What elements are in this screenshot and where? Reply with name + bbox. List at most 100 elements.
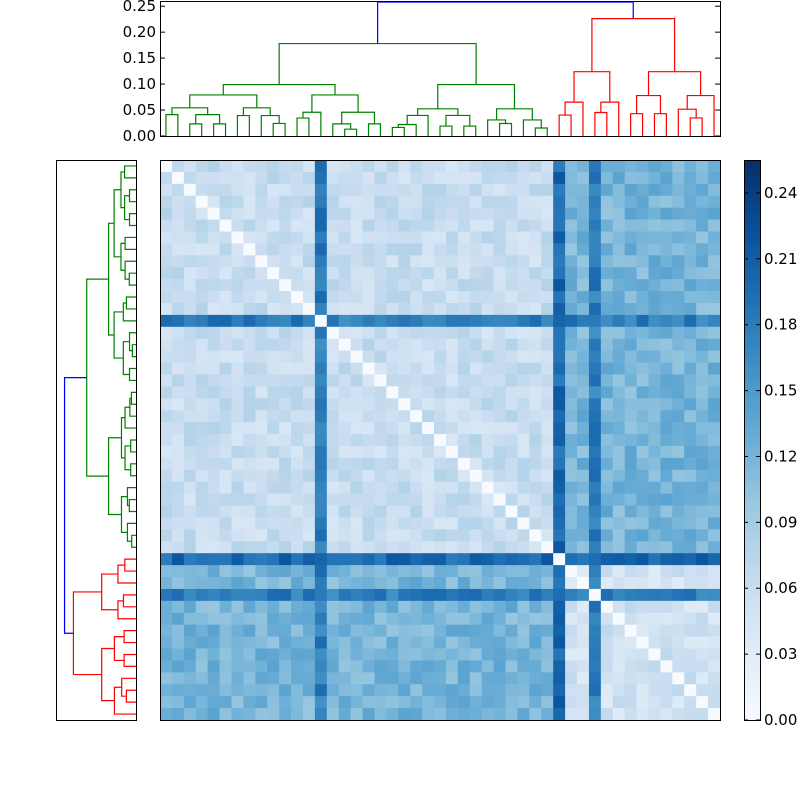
heatmap-cell bbox=[207, 314, 220, 328]
heatmap-cell bbox=[541, 445, 554, 459]
heatmap-cell bbox=[386, 314, 399, 328]
heatmap-cell bbox=[398, 302, 411, 316]
heatmap-cell bbox=[481, 195, 495, 209]
heatmap-cell bbox=[565, 445, 578, 459]
axes-frames bbox=[56, 1, 761, 721]
heatmap-cell bbox=[457, 160, 471, 173]
colorbar-segment bbox=[744, 204, 760, 209]
heatmap-cell bbox=[422, 183, 435, 197]
heatmap-cell bbox=[612, 565, 626, 578]
heatmap-cell bbox=[255, 183, 268, 197]
heatmap-cell bbox=[291, 469, 304, 483]
heatmap-cell bbox=[171, 577, 185, 590]
heatmap-cell bbox=[362, 672, 375, 685]
heatmap-cell bbox=[338, 541, 352, 554]
colorbar-segment bbox=[744, 444, 760, 449]
heatmap-cell bbox=[708, 374, 721, 387]
heatmap-cell bbox=[672, 553, 685, 566]
heatmap-cell bbox=[195, 267, 209, 280]
heatmap-cell bbox=[517, 672, 530, 685]
heatmap-cell bbox=[541, 529, 554, 542]
heatmap-cell bbox=[195, 588, 209, 602]
heatmap-cell bbox=[219, 505, 232, 518]
heatmap-cell bbox=[672, 457, 685, 471]
heatmap-cell bbox=[457, 231, 471, 244]
heatmap-cell bbox=[171, 374, 185, 387]
heatmap-cell bbox=[445, 684, 459, 697]
heatmap-cell bbox=[398, 326, 411, 340]
heatmap-cell bbox=[481, 171, 495, 185]
heatmap-cell bbox=[505, 338, 518, 352]
heatmap-cell bbox=[219, 708, 232, 721]
heatmap-cell bbox=[279, 565, 292, 578]
heatmap-cell bbox=[481, 243, 495, 256]
heatmap-cell bbox=[291, 231, 304, 244]
heatmap-cell bbox=[231, 350, 244, 363]
heatmap-cell bbox=[600, 255, 614, 268]
heatmap-cell bbox=[207, 660, 220, 673]
heatmap-cell bbox=[326, 660, 340, 673]
heatmap-cell bbox=[457, 314, 471, 328]
heatmap-cell bbox=[612, 326, 626, 340]
heatmap-cell bbox=[541, 231, 554, 244]
heatmap-cell bbox=[612, 612, 626, 626]
heatmap-cell bbox=[291, 362, 304, 375]
heatmap-cell bbox=[648, 588, 661, 602]
heatmap-cell bbox=[457, 588, 471, 602]
heatmap-cell bbox=[684, 291, 697, 304]
colorbar-segment bbox=[744, 228, 760, 233]
heatmap-cell bbox=[314, 338, 328, 352]
heatmap-cell bbox=[160, 279, 173, 292]
left-dendrogram-link bbox=[117, 600, 136, 620]
heatmap-cell bbox=[314, 410, 328, 423]
heatmap-cell bbox=[362, 684, 375, 697]
heatmap-cell bbox=[183, 374, 197, 387]
heatmap-cell bbox=[279, 410, 292, 423]
heatmap-cell bbox=[672, 636, 685, 649]
heatmap-cell bbox=[314, 302, 328, 316]
colorbar-segment bbox=[744, 468, 760, 473]
heatmap-cell bbox=[445, 708, 459, 721]
heatmap-cell bbox=[231, 398, 244, 411]
heatmap-cell bbox=[279, 195, 292, 209]
heatmap-cell bbox=[553, 291, 566, 304]
heatmap-cell bbox=[517, 600, 530, 614]
heatmap-cell bbox=[386, 219, 399, 232]
heatmap-cell bbox=[469, 422, 483, 435]
heatmap-cell bbox=[708, 386, 721, 399]
heatmap-cell bbox=[696, 255, 709, 268]
heatmap-cell bbox=[434, 160, 447, 173]
left-dendrogram-link bbox=[86, 278, 109, 477]
heatmap-cell bbox=[255, 517, 268, 530]
heatmap-cell bbox=[612, 255, 626, 268]
heatmap-cell bbox=[541, 160, 554, 173]
heatmap-cell bbox=[517, 374, 530, 387]
heatmap-cell bbox=[648, 279, 661, 292]
heatmap-cell bbox=[481, 338, 495, 352]
heatmap-cell bbox=[302, 624, 316, 637]
heatmap-cell bbox=[350, 422, 363, 435]
heatmap-cell bbox=[398, 708, 411, 721]
heatmap-cell bbox=[493, 696, 506, 709]
heatmap-cell bbox=[493, 279, 506, 292]
heatmap-cell bbox=[326, 708, 340, 721]
heatmap-cell bbox=[422, 338, 435, 352]
heatmap-cell bbox=[553, 160, 566, 173]
heatmap-cell bbox=[660, 505, 673, 518]
heatmap-cell bbox=[207, 577, 220, 590]
heatmap-cell bbox=[171, 338, 185, 352]
heatmap-cell bbox=[529, 374, 542, 387]
heatmap-cell bbox=[588, 326, 602, 340]
heatmap-cell bbox=[481, 314, 495, 328]
colorbar-segment bbox=[744, 244, 760, 249]
heatmap-cell bbox=[577, 553, 590, 566]
heatmap-cell bbox=[362, 207, 375, 220]
heatmap-cell bbox=[398, 469, 411, 483]
heatmap-cell bbox=[493, 493, 506, 506]
heatmap-cell bbox=[612, 684, 626, 697]
heatmap-cell bbox=[636, 326, 649, 340]
heatmap-cell bbox=[648, 207, 661, 220]
heatmap-cell bbox=[314, 612, 328, 626]
heatmap-cell bbox=[696, 219, 709, 232]
heatmap-cell bbox=[195, 672, 209, 685]
